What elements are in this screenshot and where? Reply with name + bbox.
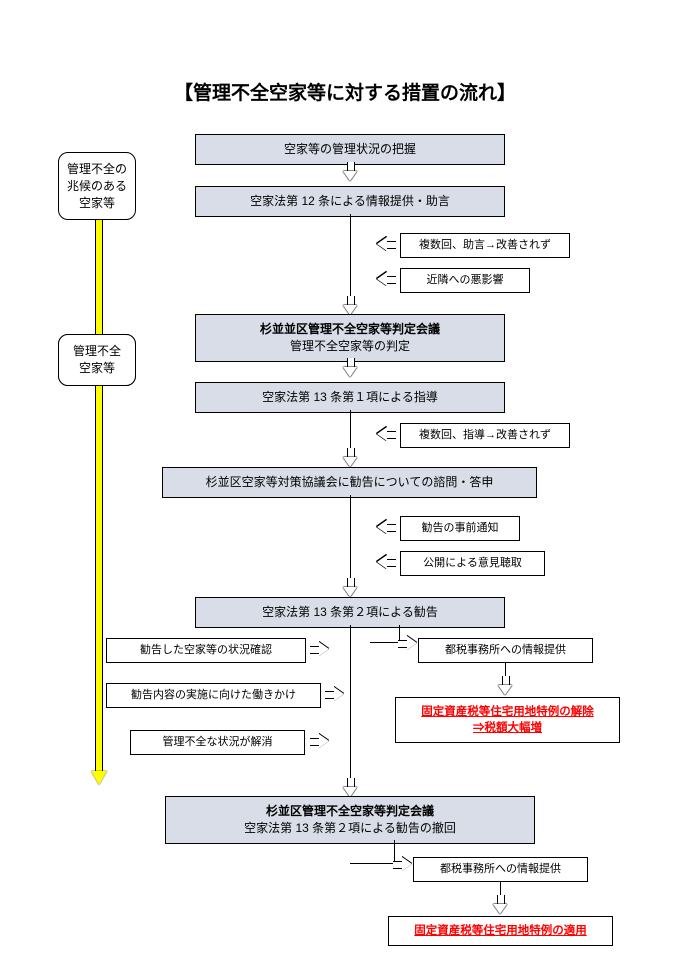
left-resolved: 管理不全な状況が解消	[130, 730, 305, 755]
arrow-right-icon	[310, 642, 328, 656]
left-status-check: 勧告した空家等の状況確認	[106, 638, 306, 663]
arrow-down-icon	[343, 448, 357, 466]
arrow-right-icon	[393, 857, 411, 871]
right-tax-exemption-applied: 固定資産税等住宅用地特例の適用	[388, 916, 613, 946]
connector-line	[350, 625, 351, 795]
cond-public-hearing: 公開による意見聴取	[400, 551, 545, 576]
arrow-left-icon	[378, 237, 396, 251]
arrow-right-icon	[310, 734, 328, 748]
red-exemption-removed-l2: ⇒税額大幅増	[473, 722, 542, 734]
node-judgment-meeting: 杉並並区管理不全空家等判定会議 管理不全空家等の判定	[195, 314, 505, 362]
side-status-label-overlay: 管理不全空家等	[73, 344, 121, 375]
arrow-down-icon	[343, 778, 357, 796]
arrow-left-icon	[378, 272, 396, 286]
side-status-box-overlay: 管理不全空家等	[58, 334, 136, 386]
node-article13-1-guidance: 空家法第 13 条第１項による指導	[195, 382, 505, 413]
arrow-left-icon	[378, 520, 396, 534]
arrow-down-icon	[343, 296, 357, 314]
node-judgment-title: 杉並並区管理不全空家等判定会議	[260, 322, 440, 336]
cond-repeated-guidance: 複数回、指導→改善されず	[400, 423, 570, 448]
arrow-down-icon	[343, 358, 357, 376]
arrow-down-icon	[493, 895, 507, 913]
arrow-left-icon	[378, 555, 396, 569]
red-exemption-removed-l1: 固定資産税等住宅用地特例の解除	[421, 706, 594, 718]
node-understand-status: 空家等の管理状況の把握	[195, 134, 505, 165]
connector-elbow	[370, 625, 400, 643]
node-withdrawal-title: 杉並区管理不全空家等判定会議	[266, 804, 434, 818]
arrow-right-icon	[398, 636, 416, 650]
cond-repeated-advice: 複数回、助言→改善されず	[400, 233, 570, 258]
node-council-consultation: 杉並区空家等対策協議会に勧告についての諮問・答申	[162, 467, 537, 498]
arrow-right-icon	[325, 687, 343, 701]
arrow-down-icon	[343, 162, 357, 180]
node-withdrawal-sub: 空家法第 13 条第２項による勧告の撤回	[244, 821, 456, 835]
arrow-left-icon	[378, 427, 396, 441]
node-article12-advice: 空家法第 12 条による情報提供・助言	[195, 186, 505, 217]
right-tax-exemption-removed: 固定資産税等住宅用地特例の解除 ⇒税額大幅増	[395, 697, 620, 743]
cond-neighbor-impact: 近隣への悪影響	[400, 268, 530, 293]
yellow-timeline-arrow	[93, 220, 105, 785]
cond-prior-notice: 勧告の事前通知	[400, 516, 520, 541]
node-article13-2-recommendation: 空家法第 13 条第２項による勧告	[195, 597, 505, 628]
side-signs-label: 管理不全の兆候のある空家等	[67, 162, 127, 210]
arrow-down-icon	[343, 578, 357, 596]
node-recommendation-withdrawal: 杉並区管理不全空家等判定会議 空家法第 13 条第２項による勧告の撤回	[165, 796, 535, 844]
side-signs-box: 管理不全の兆候のある空家等	[58, 152, 136, 220]
right-tax-office-notify: 都税事務所への情報提供	[418, 638, 593, 663]
arrow-down-icon	[498, 676, 512, 694]
page-title: 【管理不全空家等に対する措置の流れ】	[0, 78, 690, 105]
connector-elbow	[350, 840, 395, 864]
left-implementation-effort: 勧告内容の実施に向けた働きかけ	[106, 683, 321, 708]
node-judgment-sub: 管理不全空家等の判定	[290, 339, 410, 353]
right-tax-office-notify-2: 都税事務所への情報提供	[413, 857, 588, 882]
